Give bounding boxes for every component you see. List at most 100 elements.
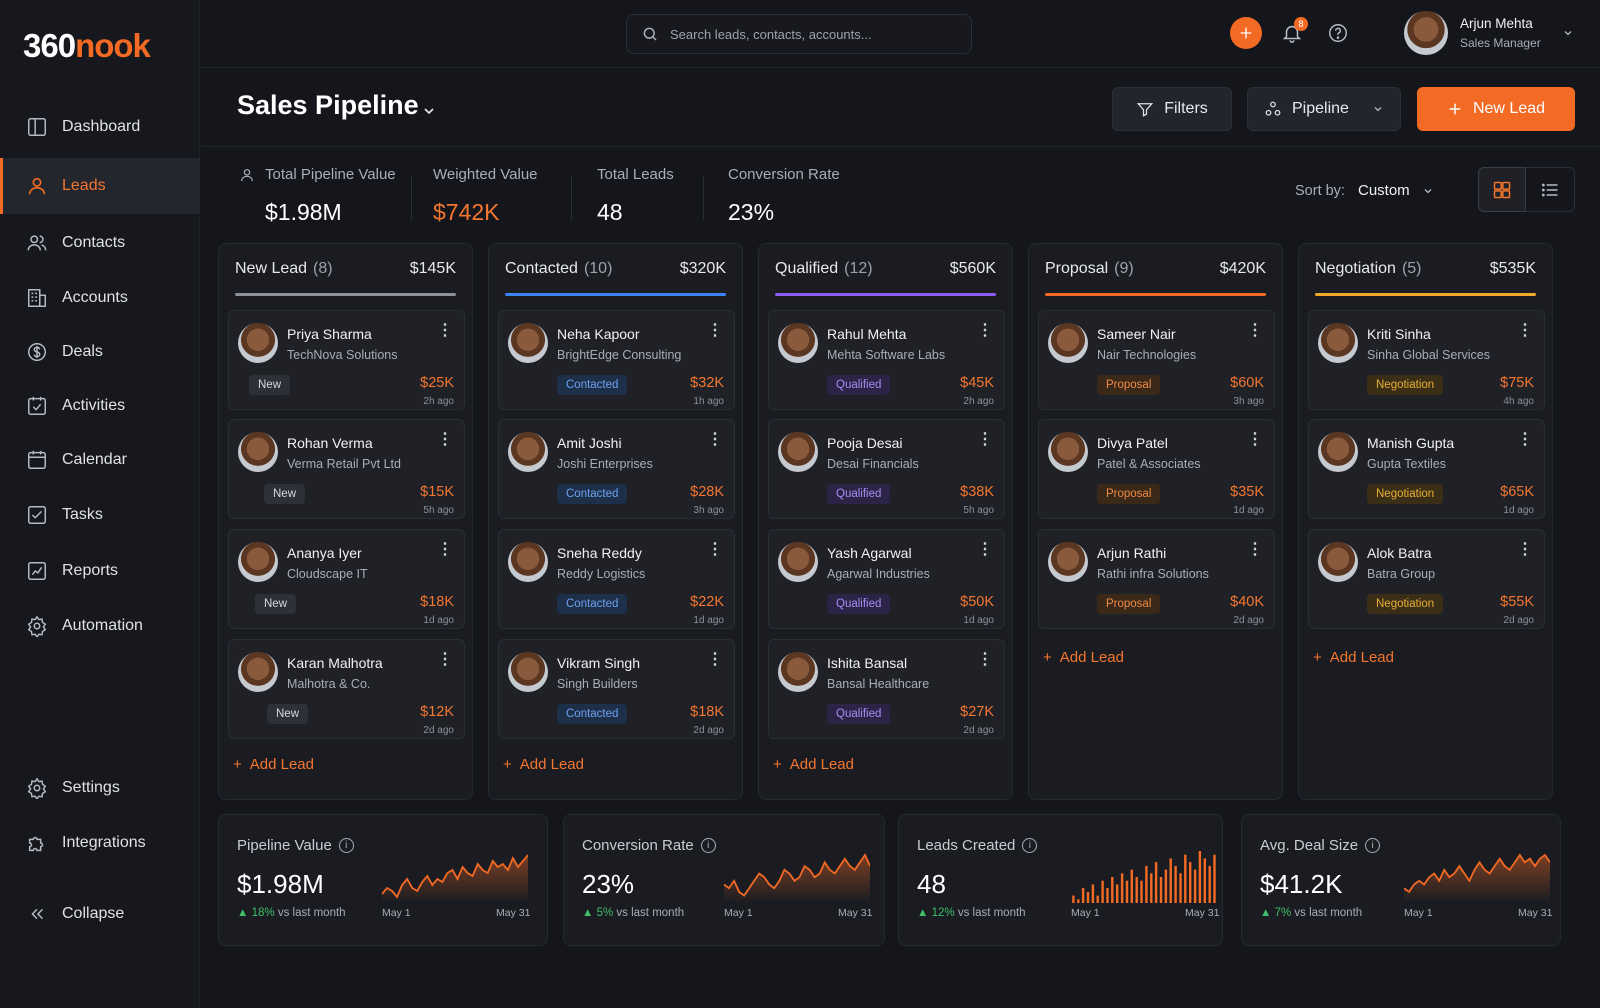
- nav-settings[interactable]: Settings: [0, 760, 200, 816]
- user-icon: [241, 168, 253, 181]
- more-icon[interactable]: ⋮: [437, 431, 453, 448]
- filters-button[interactable]: Filters: [1112, 87, 1232, 131]
- info-icon[interactable]: i: [1365, 838, 1381, 853]
- chevron-down-icon[interactable]: [1562, 27, 1574, 39]
- lead-amount: $75K: [1500, 375, 1534, 391]
- avatar: [1318, 432, 1358, 472]
- nav-integrations[interactable]: Integrations: [0, 815, 200, 871]
- stat-value: 23%: [728, 199, 775, 225]
- lead-card[interactable]: Sneha Reddy Reddy Logistics ⋮ Contacted …: [498, 529, 735, 629]
- more-icon[interactable]: ⋮: [1517, 322, 1533, 339]
- more-icon[interactable]: ⋮: [437, 651, 453, 668]
- lead-card[interactable]: Amit Joshi Joshi Enterprises ⋮ Contacted…: [498, 419, 735, 519]
- more-icon[interactable]: ⋮: [707, 322, 723, 339]
- plus-icon: +: [1313, 649, 1322, 666]
- status-badge: Qualified: [827, 594, 891, 614]
- more-icon[interactable]: ⋮: [977, 541, 993, 558]
- lead-card[interactable]: Yash Agarwal Agarwal Industries ⋮ Qualif…: [768, 529, 1005, 629]
- lead-card[interactable]: Rohan Verma Verma Retail Pvt Ltd ⋮ New $…: [228, 419, 465, 519]
- status-badge: Proposal: [1097, 375, 1161, 395]
- more-icon[interactable]: ⋮: [707, 431, 723, 448]
- metric-value: $41.2K: [1260, 869, 1343, 899]
- list-view-toggle[interactable]: [1526, 167, 1575, 212]
- add-lead-button[interactable]: + Add Lead: [503, 756, 584, 773]
- view-label: Pipeline: [1292, 100, 1349, 117]
- quick-add-button[interactable]: [1230, 17, 1262, 49]
- more-icon[interactable]: ⋮: [437, 541, 453, 558]
- lead-card[interactable]: Pooja Desai Desai Financials ⋮ Qualified…: [768, 419, 1005, 519]
- more-icon[interactable]: ⋮: [977, 322, 993, 339]
- lead-card[interactable]: Rahul Mehta Mehta Software Labs ⋮ Qualif…: [768, 310, 1005, 410]
- lead-card[interactable]: Alok Batra Batra Group ⋮ Negotiation $55…: [1308, 529, 1545, 629]
- new-lead-button[interactable]: New Lead: [1417, 87, 1575, 131]
- more-icon[interactable]: ⋮: [437, 322, 453, 339]
- metric-change: ▲ 7% vs last month: [1260, 907, 1363, 919]
- add-lead-button[interactable]: + Add Lead: [1313, 649, 1394, 666]
- lead-card[interactable]: Kriti Sinha Sinha Global Services ⋮ Nego…: [1308, 310, 1545, 410]
- nav-collapse[interactable]: Collapse: [0, 886, 200, 942]
- lead-card[interactable]: Vikram Singh Singh Builders ⋮ Contacted …: [498, 639, 735, 739]
- nav-tasks[interactable]: Tasks: [0, 487, 200, 543]
- filter-icon: [1137, 103, 1154, 117]
- more-icon[interactable]: ⋮: [1247, 541, 1263, 558]
- nav-dashboard[interactable]: Dashboard: [0, 99, 200, 155]
- lead-card[interactable]: Manish Gupta Gupta Textiles ⋮ Negotiatio…: [1308, 419, 1545, 519]
- info-icon[interactable]: i: [338, 838, 354, 853]
- settings-icon: [27, 777, 47, 799]
- lead-company: Patel & Associates: [1097, 457, 1201, 471]
- lead-card[interactable]: Neha Kapoor BrightEdge Consulting ⋮ Cont…: [498, 310, 735, 410]
- more-icon[interactable]: ⋮: [1517, 431, 1533, 448]
- more-icon[interactable]: ⋮: [1247, 322, 1263, 339]
- nav-label: Settings: [62, 779, 120, 796]
- user-role: Sales Manager: [1460, 36, 1541, 50]
- lead-name: Arjun Rathi: [1097, 545, 1167, 561]
- nav-reports[interactable]: Reports: [0, 543, 200, 599]
- nav-automation[interactable]: Automation: [0, 598, 200, 654]
- nav-leads[interactable]: Leads: [0, 158, 200, 214]
- nav-contacts[interactable]: Contacts: [0, 215, 200, 271]
- more-icon[interactable]: ⋮: [1247, 431, 1263, 448]
- stat-weighted-value: Weighted Value $742K: [433, 166, 538, 225]
- add-lead-button[interactable]: + Add Lead: [773, 756, 854, 773]
- more-icon[interactable]: ⋮: [977, 651, 993, 668]
- lead-card[interactable]: Karan Malhotra Malhotra & Co. ⋮ New $12K…: [228, 639, 465, 739]
- info-icon[interactable]: i: [1022, 838, 1038, 853]
- lead-amount: $45K: [960, 375, 994, 391]
- lead-card[interactable]: Sameer Nair Nair Technologies ⋮ Proposal…: [1038, 310, 1275, 410]
- sort-select[interactable]: Custom: [1358, 182, 1434, 199]
- lead-card[interactable]: Arjun Rathi Rathi infra Solutions ⋮ Prop…: [1038, 529, 1275, 629]
- lead-company: Sinha Global Services: [1367, 348, 1490, 362]
- view-select[interactable]: Pipeline: [1247, 87, 1401, 131]
- building-icon: [28, 289, 46, 307]
- dollar-icon: [28, 343, 46, 361]
- avatar: [238, 542, 278, 582]
- spark-bar: [1189, 862, 1192, 903]
- column-header: Qualified (12) $560K: [759, 244, 1012, 293]
- chart-icon: [28, 562, 46, 580]
- help-button[interactable]: [1322, 17, 1354, 49]
- search-input[interactable]: Search leads, contacts, accounts...: [626, 14, 972, 54]
- add-lead-button[interactable]: + Add Lead: [233, 756, 314, 773]
- more-icon[interactable]: ⋮: [707, 651, 723, 668]
- column-header: Negotiation (5) $535K: [1299, 244, 1552, 293]
- nav-deals[interactable]: Deals: [0, 324, 200, 380]
- lead-card[interactable]: Priya Sharma TechNova Solutions ⋮ New $2…: [228, 310, 465, 410]
- nav-activities[interactable]: Activities: [0, 378, 200, 434]
- more-icon[interactable]: ⋮: [977, 431, 993, 448]
- info-icon[interactable]: i: [700, 838, 716, 853]
- chevron-down-icon[interactable]: [421, 103, 437, 119]
- lead-company: Malhotra & Co.: [287, 677, 371, 691]
- board-view-toggle[interactable]: [1478, 167, 1526, 212]
- lead-card[interactable]: Ishita Bansal Bansal Healthcare ⋮ Qualif…: [768, 639, 1005, 739]
- lead-card[interactable]: Ananya Iyer Cloudscape IT ⋮ New $18K 1d …: [228, 529, 465, 629]
- avatar[interactable]: [1404, 11, 1448, 55]
- notifications-button[interactable]: 8: [1276, 17, 1308, 49]
- nav-calendar[interactable]: Calendar: [0, 432, 200, 488]
- more-icon[interactable]: ⋮: [707, 541, 723, 558]
- metric-label: Conversion Rate i: [582, 837, 716, 854]
- lead-card[interactable]: Divya Patel Patel & Associates ⋮ Proposa…: [1038, 419, 1275, 519]
- more-icon[interactable]: ⋮: [1517, 541, 1533, 558]
- nav-accounts[interactable]: Accounts: [0, 270, 200, 326]
- add-lead-button[interactable]: + Add Lead: [1043, 649, 1124, 666]
- lead-time: 2d ago: [693, 725, 724, 736]
